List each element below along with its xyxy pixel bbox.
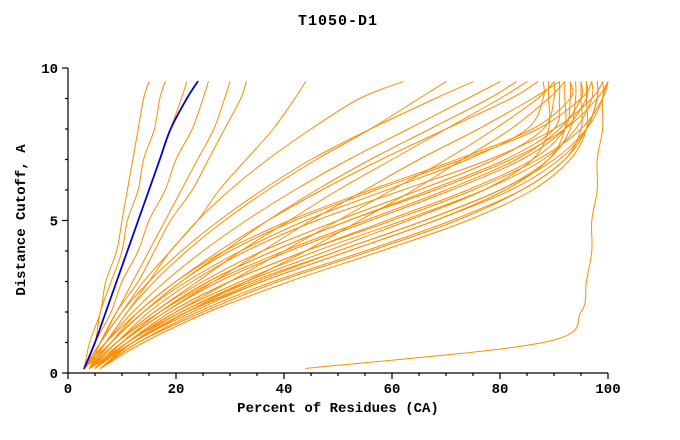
- model-15-curve: [94, 81, 572, 369]
- model-28-curve: [83, 81, 539, 369]
- model-17-curve: [94, 81, 561, 369]
- x-tick-label: 0: [64, 382, 72, 398]
- model-curves: [83, 80, 609, 370]
- model-19-curve: [94, 81, 551, 369]
- x-tick-label: 20: [168, 382, 185, 398]
- ticks: [62, 67, 609, 379]
- x-axis-title: Percent of Residues (CA): [237, 401, 439, 417]
- model-21-curve: [89, 81, 560, 369]
- x-tick-label: 60: [384, 382, 401, 398]
- model-26-curve: [89, 81, 566, 369]
- model-23-curve: [83, 81, 517, 369]
- y-tick-label: 10: [41, 62, 58, 78]
- model-16-curve: [99, 81, 567, 369]
- model-09-curve: [99, 81, 589, 369]
- model-37-curve: [89, 81, 307, 369]
- model-11-curve: [89, 81, 584, 369]
- model-06-curve: [99, 81, 599, 369]
- y-tick-label: 5: [50, 215, 58, 231]
- y-tick-label: 0: [50, 367, 58, 383]
- model-22-curve: [89, 81, 528, 369]
- model-18-curve: [89, 81, 556, 369]
- model-34-curve: [83, 81, 209, 369]
- model-36-curve: [89, 81, 247, 369]
- model-25-curve: [83, 81, 501, 369]
- tick-labels: 0 20 40 60 80 100 0 5 10: [41, 62, 620, 398]
- chart-title: T1050-D1: [297, 13, 378, 30]
- model-38-curve: [305, 81, 609, 369]
- model-12-curve: [99, 81, 583, 369]
- model-24-curve: [89, 81, 555, 369]
- model-32-curve: [83, 81, 166, 369]
- model-33-curve: [83, 81, 188, 369]
- x-tick-label: 100: [595, 382, 620, 398]
- x-tick-label: 80: [492, 382, 509, 398]
- model-29-curve: [83, 81, 404, 369]
- model-31-curve: [83, 81, 150, 369]
- x-tick-label: 40: [276, 382, 293, 398]
- model-04-curve: [89, 81, 604, 369]
- highlighted-model-curve: [83, 80, 199, 370]
